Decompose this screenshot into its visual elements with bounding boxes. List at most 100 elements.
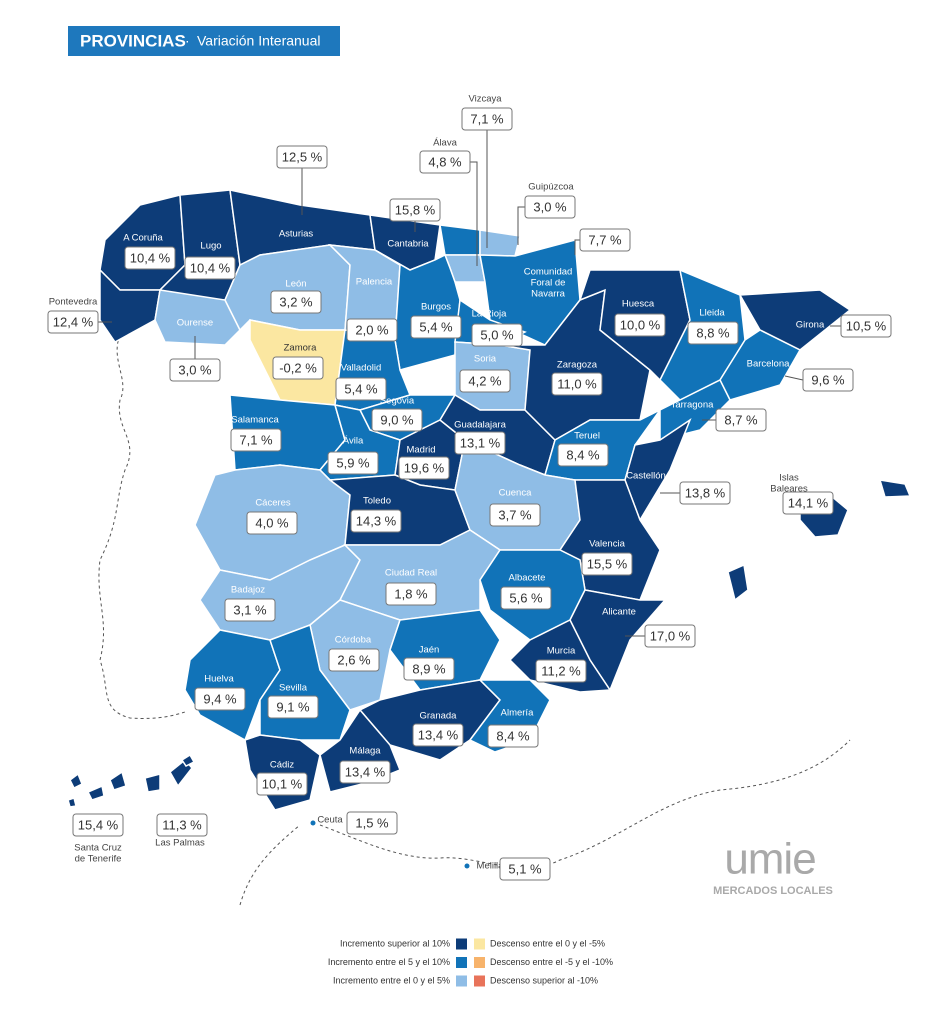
- legend-label: Descenso superior al -10%: [490, 975, 598, 985]
- province-name: Comunidad: [524, 267, 573, 278]
- value-box: [500, 586, 552, 610]
- value-box: [398, 456, 450, 480]
- legend-swatch: [456, 938, 467, 950]
- value-box: [276, 145, 328, 169]
- province-value: 5,4 %: [419, 319, 453, 334]
- province-value: 4,2 %: [468, 373, 502, 388]
- leader-line: [574, 239, 580, 255]
- province-value: 8,4 %: [566, 447, 600, 462]
- value-box: [385, 582, 437, 606]
- province-value: 4,0 %: [255, 515, 289, 530]
- province-name: Jaén: [419, 645, 440, 656]
- province-name: Almería: [501, 708, 534, 719]
- logo-tagline: MERCADOS LOCALES: [713, 885, 833, 897]
- value-box: [644, 624, 696, 648]
- value-box: [551, 372, 603, 396]
- province-value: 10,4 %: [130, 250, 171, 265]
- province-value: 15,4 %: [78, 817, 119, 832]
- province-value: 7,1 %: [239, 432, 273, 447]
- province-name: Álava: [433, 138, 457, 149]
- legend-label: Descenso entre el 0 y el -5%: [490, 938, 605, 948]
- value-box: [459, 369, 511, 393]
- province-name: Vizcaya: [468, 94, 502, 105]
- value-box: [156, 813, 208, 837]
- province-value: 8,8 %: [696, 325, 730, 340]
- province-value: 14,3 %: [356, 513, 397, 528]
- province-value: 3,2 %: [279, 294, 313, 309]
- value-box: [339, 760, 391, 784]
- province-name: Girona: [796, 320, 825, 331]
- province-name: Palencia: [356, 277, 393, 288]
- province-shape: [659, 378, 731, 441]
- value-box: [715, 408, 767, 432]
- province-shape: [338, 529, 502, 621]
- province-name: Islas: [779, 473, 799, 484]
- borders: [98, 334, 851, 906]
- province-name: Ávila: [343, 436, 364, 447]
- province-value: 11,3 %: [162, 817, 202, 832]
- province-name: Valencia: [589, 539, 625, 550]
- province-shape: [727, 563, 749, 602]
- province-shape: [738, 289, 852, 351]
- province-value: 10,5 %: [846, 318, 887, 333]
- header-separator: ·: [185, 33, 190, 49]
- province-shape: [67, 797, 77, 808]
- province-name: Salamanca: [231, 415, 279, 426]
- value-box: [346, 318, 398, 342]
- province-name: Cuenca: [499, 488, 532, 499]
- value-box: [579, 228, 631, 252]
- legend-label: Descenso entre el -5 y el -10%: [490, 957, 613, 967]
- province-value: 7,1 %: [470, 111, 504, 126]
- province-value: 12,4 %: [53, 314, 94, 329]
- province-shape: [439, 224, 481, 256]
- value-box: [524, 195, 576, 219]
- value-box: [454, 431, 506, 455]
- province-name: Segovia: [380, 396, 415, 407]
- value-box: [230, 428, 282, 452]
- province-name: Teruel: [574, 431, 600, 442]
- value-box: [47, 310, 99, 334]
- province-name: Huesca: [622, 299, 655, 310]
- legend-swatch: [474, 957, 485, 968]
- city-dot: [464, 863, 470, 869]
- value-box: [350, 509, 402, 533]
- province-value: 4,8 %: [428, 154, 462, 169]
- province-name: Ciudad Real: [385, 568, 437, 579]
- province-value: 10,1 %: [262, 776, 303, 791]
- province-value: 17,0 %: [650, 628, 691, 643]
- province-value: 7,7 %: [588, 232, 622, 247]
- value-box: [412, 723, 464, 747]
- value-box: [335, 377, 387, 401]
- province-shape: [499, 288, 651, 441]
- value-box: [270, 290, 322, 314]
- province-name: Melilla: [477, 861, 505, 872]
- province-value: 19,6 %: [404, 460, 445, 475]
- header-subtitle: Variación Interanual: [197, 33, 320, 49]
- province-value: 3,7 %: [498, 507, 532, 522]
- province-value: -0,2 %: [279, 360, 317, 375]
- value-box: [169, 358, 221, 382]
- value-box: [224, 598, 276, 622]
- value-box: [389, 198, 441, 222]
- province-value: 5,4 %: [344, 381, 378, 396]
- province-name: Asturias: [279, 229, 314, 240]
- province-name: Córdoba: [335, 635, 372, 646]
- labels: A Coruña 10,4 % Lugo 10,4 % Asturias 12,5 % Ca…: [47, 94, 892, 881]
- value-box: [403, 657, 455, 681]
- value-box: [489, 503, 541, 527]
- legend-swatch: [456, 975, 467, 987]
- province-name: Foral de: [531, 278, 566, 289]
- province-name: Guipúzcoa: [528, 182, 574, 193]
- value-box: [687, 321, 739, 345]
- province-value: 3,0 %: [178, 362, 212, 377]
- province-name: Soria: [474, 354, 497, 365]
- province-shape: [69, 772, 83, 790]
- value-box: [471, 323, 523, 347]
- header-title: PROVINCIAS: [80, 31, 186, 50]
- province-value: 12,5 %: [282, 149, 323, 164]
- province-value: 2,6 %: [337, 652, 371, 667]
- province-value: 10,4 %: [190, 260, 231, 275]
- value-box: [419, 150, 471, 174]
- value-box: [499, 857, 551, 881]
